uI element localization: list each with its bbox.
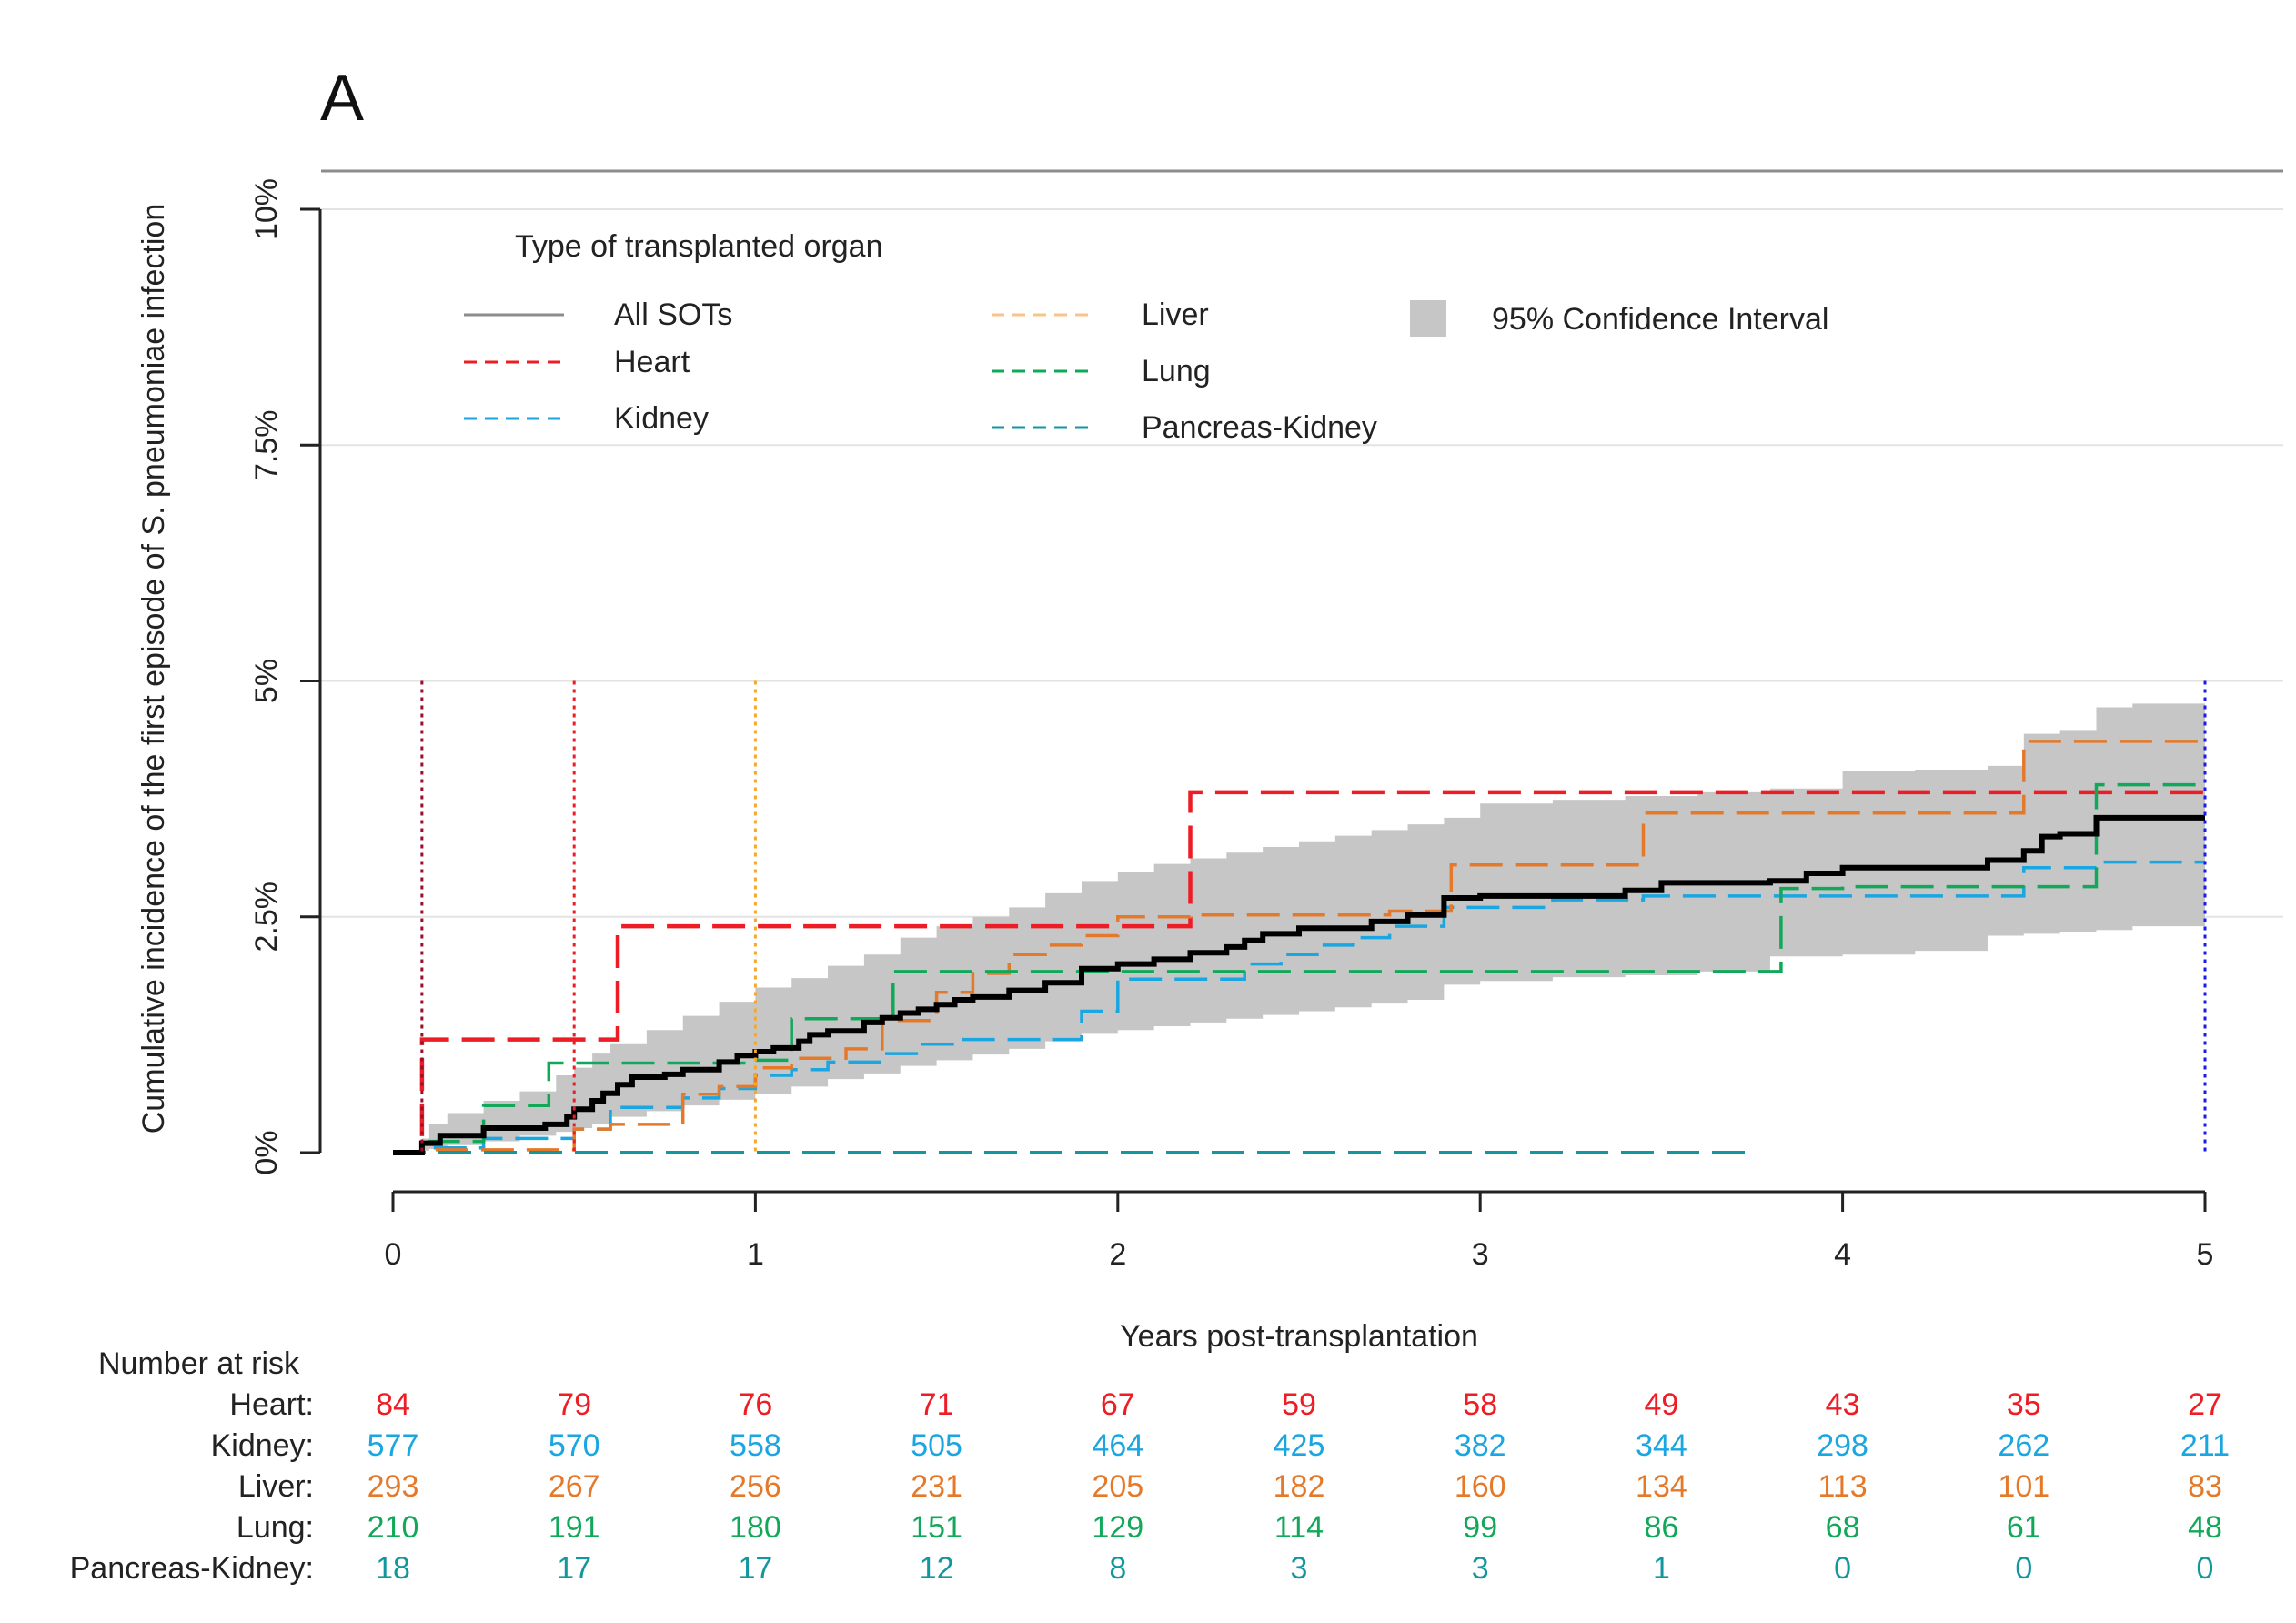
reference-lines	[420, 680, 2207, 1153]
x-tick-label: 5	[2197, 1237, 2214, 1272]
risk-value-heart: 67	[1101, 1387, 1135, 1422]
risk-row-label-kidney: Kidney:	[211, 1428, 314, 1463]
risk-value-heart: 71	[920, 1387, 954, 1422]
risk-value-heart: 76	[738, 1387, 772, 1422]
risk-value-lung: 61	[2007, 1510, 2041, 1545]
series-line-all	[393, 814, 2205, 1155]
risk-value-lung: 180	[730, 1510, 781, 1545]
risk-value-heart: 79	[557, 1387, 591, 1422]
series-line-liver	[393, 740, 2205, 1154]
risk-value-pancreas-kidney: 0	[2015, 1551, 2032, 1586]
risk-value-lung: 99	[1463, 1510, 1497, 1545]
risk-value-pancreas-kidney: 1	[1653, 1551, 1670, 1586]
risk-row-label-heart: Heart:	[229, 1387, 314, 1422]
legend-label-kidney: Kidney	[614, 401, 709, 436]
y-axis-label: Cumulative incidence of the first episod…	[136, 204, 171, 1134]
risk-value-liver: 256	[730, 1469, 781, 1504]
risk-value-pancreas-kidney: 17	[738, 1551, 772, 1586]
risk-value-heart: 49	[1644, 1387, 1678, 1422]
risk-value-kidney: 505	[911, 1428, 962, 1463]
y-tick-label: 5%	[249, 659, 284, 703]
risk-value-liver: 293	[368, 1469, 419, 1504]
risk-value-heart: 58	[1463, 1387, 1497, 1422]
risk-value-liver: 160	[1455, 1469, 1506, 1504]
risk-value-liver: 231	[911, 1469, 962, 1504]
risk-value-liver: 134	[1636, 1469, 1687, 1504]
risk-value-pancreas-kidney: 0	[1834, 1551, 1851, 1586]
risk-value-kidney: 382	[1455, 1428, 1506, 1463]
risk-value-liver: 83	[2188, 1469, 2222, 1504]
risk-value-lung: 210	[368, 1510, 419, 1545]
x-tick-label: 3	[1472, 1237, 1489, 1272]
x-tick-label: 2	[1109, 1237, 1126, 1272]
risk-value-pancreas-kidney: 0	[2197, 1551, 2214, 1586]
risk-value-lung: 191	[549, 1510, 600, 1545]
risk-value-liver: 182	[1274, 1469, 1325, 1504]
risk-row-label-pancreas-kidney: Pancreas-Kidney:	[70, 1551, 314, 1586]
risk-value-pancreas-kidney: 3	[1291, 1551, 1308, 1586]
risk-value-kidney: 298	[1817, 1428, 1868, 1463]
legend-title: Type of transplanted organ	[515, 229, 883, 264]
risk-value-heart: 43	[1826, 1387, 1860, 1422]
y-tick-label: 0%	[249, 1130, 284, 1174]
panel-label: A	[320, 62, 364, 135]
risk-value-lung: 151	[911, 1510, 962, 1545]
risk-value-lung: 86	[1644, 1510, 1678, 1545]
x-tick-label: 0	[385, 1237, 402, 1272]
risk-value-lung: 114	[1274, 1510, 1324, 1545]
risk-value-kidney: 425	[1274, 1428, 1325, 1463]
y-tick-label: 10%	[249, 178, 284, 240]
y-tick-label: 2.5%	[249, 882, 284, 953]
risk-value-pancreas-kidney: 12	[920, 1551, 954, 1586]
risk-value-kidney: 577	[368, 1428, 419, 1463]
legend-label-heart: Heart	[614, 345, 690, 379]
x-axis-label: Years post-transplantation	[1120, 1319, 1478, 1354]
legend-label-all: All SOTs	[614, 297, 732, 332]
risk-value-lung: 129	[1092, 1510, 1143, 1545]
legend-swatch-ci	[1410, 300, 1446, 337]
x-tick-label: 4	[1834, 1237, 1851, 1272]
legend-label-liver: Liver	[1142, 297, 1209, 332]
risk-table-title: Number at risk	[98, 1346, 300, 1381]
risk-table: Number at risk Heart: 84 79 76 71 67 59 58 49 43 3…	[70, 1346, 2230, 1586]
risk-value-kidney: 344	[1636, 1428, 1687, 1463]
risk-value-kidney: 570	[549, 1428, 600, 1463]
axes: 0% 2.5% 5% 7.5% 10% 0 1 2 3 4 5	[249, 178, 2213, 1272]
risk-row-label-lung: Lung:	[237, 1510, 314, 1545]
legend: Type of transplanted organ All SOTs Heart K…	[464, 229, 1828, 445]
x-tick-label: 1	[747, 1237, 764, 1272]
risk-value-heart: 35	[2007, 1387, 2041, 1422]
risk-value-pancreas-kidney: 8	[1109, 1551, 1126, 1586]
risk-value-heart: 84	[376, 1387, 410, 1422]
risk-value-pancreas-kidney: 17	[557, 1551, 591, 1586]
risk-value-heart: 59	[1282, 1387, 1316, 1422]
risk-value-liver: 267	[549, 1469, 600, 1504]
y-tick-label: 7.5%	[249, 410, 284, 481]
risk-value-liver: 205	[1092, 1469, 1143, 1504]
risk-value-lung: 68	[1826, 1510, 1860, 1545]
risk-value-lung: 48	[2188, 1510, 2222, 1545]
legend-label-pancreas-kidney: Pancreas-Kidney	[1142, 410, 1377, 445]
risk-value-pancreas-kidney: 3	[1472, 1551, 1489, 1586]
risk-value-kidney: 558	[730, 1428, 781, 1463]
risk-value-kidney: 464	[1092, 1428, 1143, 1463]
legend-label-lung: Lung	[1142, 354, 1211, 388]
risk-row-label-liver: Liver:	[238, 1469, 314, 1504]
risk-value-kidney: 211	[2180, 1428, 2230, 1463]
legend-label-ci: 95% Confidence Interval	[1492, 302, 1828, 337]
risk-value-pancreas-kidney: 18	[376, 1551, 410, 1586]
risk-value-kidney: 262	[1998, 1428, 2049, 1463]
risk-value-liver: 101	[1998, 1469, 2049, 1504]
risk-value-heart: 27	[2188, 1387, 2222, 1422]
risk-value-liver: 113	[1818, 1469, 1867, 1504]
